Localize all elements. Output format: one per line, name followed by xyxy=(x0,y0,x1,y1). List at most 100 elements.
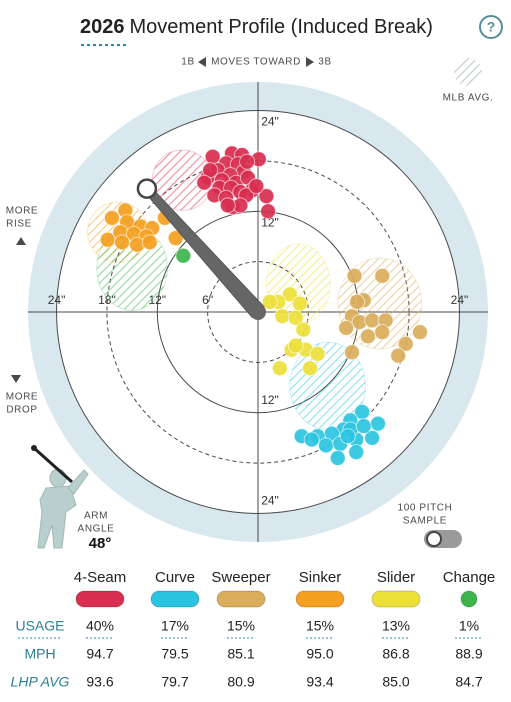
row-label: LHP AVG xyxy=(11,674,70,690)
pitch-point xyxy=(329,450,346,467)
arm-angle-line xyxy=(32,446,74,484)
legend-label: 4-Seam xyxy=(74,569,127,586)
table-cell: 94.7 xyxy=(86,646,113,662)
rise-label: RISE xyxy=(6,219,32,230)
pitcher-figure xyxy=(37,468,89,549)
pitch-point xyxy=(303,431,320,448)
arrow-right xyxy=(306,57,314,67)
y-tick-label: 24" xyxy=(261,494,279,508)
table-cell: 85.0 xyxy=(382,674,409,690)
y-tick-label: 12" xyxy=(261,215,279,229)
arm-angle-ball xyxy=(31,445,37,451)
rise-label: MORE xyxy=(6,206,38,217)
pitch-point xyxy=(219,197,236,214)
table-cell: 93.6 xyxy=(86,674,113,690)
pitch-point xyxy=(349,293,366,310)
mlb-avg-icon xyxy=(454,58,482,86)
pitch-point xyxy=(260,203,277,220)
drop-arrow xyxy=(11,375,21,383)
pitch-point xyxy=(287,309,304,326)
help-icon[interactable] xyxy=(479,15,503,39)
pitch-point xyxy=(374,267,391,284)
direction-label: 1B xyxy=(181,57,194,68)
title-text: Movement Profile (Induced Break) xyxy=(130,16,433,38)
arm-angle-label: ARM xyxy=(84,511,108,522)
help-text[interactable]: ? xyxy=(487,19,496,35)
x-tick-label: 24" xyxy=(48,293,66,307)
table-cell: 88.9 xyxy=(455,646,482,662)
table-cell: 86.8 xyxy=(382,646,409,662)
table-cell: 80.9 xyxy=(227,674,254,690)
row-label: USAGE xyxy=(15,618,64,634)
table: USAGE 40% 17% 15% 15% 13% 1% MPH 94.7 79.5 85.1 95.… xyxy=(11,618,483,690)
x-tick-label: 24" xyxy=(451,293,469,307)
pitch-point xyxy=(412,324,429,341)
arm-angle-base xyxy=(250,304,266,320)
direction-label: 3B xyxy=(318,57,331,68)
pitch-point xyxy=(103,209,120,226)
legend-swatch xyxy=(216,590,266,608)
pitch-point xyxy=(338,319,355,336)
pitch-point xyxy=(302,360,319,377)
drop-label: DROP xyxy=(6,405,37,416)
direction-label: MOVES TOWARD xyxy=(211,57,301,68)
row-label: MPH xyxy=(24,646,55,662)
sample-label: 100 PITCH xyxy=(398,503,453,514)
pitch-point xyxy=(346,267,363,284)
pitch-point xyxy=(390,347,407,364)
legend-swatch xyxy=(150,590,200,608)
arm-angle-end xyxy=(136,178,158,199)
toggle-knob[interactable] xyxy=(426,531,442,547)
pitch-point xyxy=(261,293,278,310)
arm-angle-value: 48° xyxy=(89,535,112,552)
pitch-point xyxy=(248,178,265,195)
table-cell: 15% xyxy=(227,618,255,634)
arrow-left xyxy=(198,57,206,67)
pitch-point xyxy=(374,324,391,341)
legend-swatch xyxy=(295,590,345,608)
pitch-point xyxy=(287,337,304,354)
pitch-point xyxy=(364,429,381,446)
table-cell: 17% xyxy=(161,618,189,634)
pitch-point xyxy=(141,234,158,251)
legend-label: Change xyxy=(443,569,496,586)
pitch-point xyxy=(291,295,308,312)
table-cell: 13% xyxy=(382,618,410,634)
legend-swatch xyxy=(371,590,421,608)
pitch-point xyxy=(274,308,291,325)
pitch-point xyxy=(196,174,213,191)
legend-label: Sweeper xyxy=(211,569,270,586)
pitch-point xyxy=(114,234,131,251)
legend-swatch xyxy=(460,590,478,608)
pitch-point xyxy=(355,418,372,435)
pitch-point xyxy=(175,247,192,264)
table-cell: 79.5 xyxy=(161,646,188,662)
pitch-point xyxy=(281,286,298,303)
table-cell: 79.7 xyxy=(161,674,188,690)
pitch-point xyxy=(167,230,184,247)
y-tick-label: 24" xyxy=(261,115,279,129)
pitch-point xyxy=(348,444,365,461)
pitch-point xyxy=(271,360,288,377)
table-cell: 93.4 xyxy=(306,674,333,690)
table-cell: 85.1 xyxy=(227,646,254,662)
pitch-point xyxy=(204,148,221,165)
legend-label: Curve xyxy=(155,569,195,586)
pitch-point xyxy=(309,345,326,362)
pitch-point xyxy=(295,321,312,338)
title: 2026 Movement Profile (Induced Break) xyxy=(80,16,433,38)
table-cell: 15% xyxy=(306,618,334,634)
arm-angle-label: ANGLE xyxy=(78,524,115,535)
pitch-point xyxy=(339,428,356,445)
legend-label: Sinker xyxy=(299,569,342,586)
drop-label: MORE xyxy=(6,392,38,403)
legend: 4-Seam Curve Sweeper Sinker Slider Change xyxy=(74,569,496,608)
pitch-point xyxy=(99,231,116,248)
plot: 24"18"12"6"12"24"24"12"12"24" xyxy=(28,82,488,542)
pitch-point xyxy=(397,335,414,352)
pitch-point xyxy=(370,415,387,432)
legend-label: Slider xyxy=(377,569,415,586)
rise-arrow xyxy=(16,237,26,245)
